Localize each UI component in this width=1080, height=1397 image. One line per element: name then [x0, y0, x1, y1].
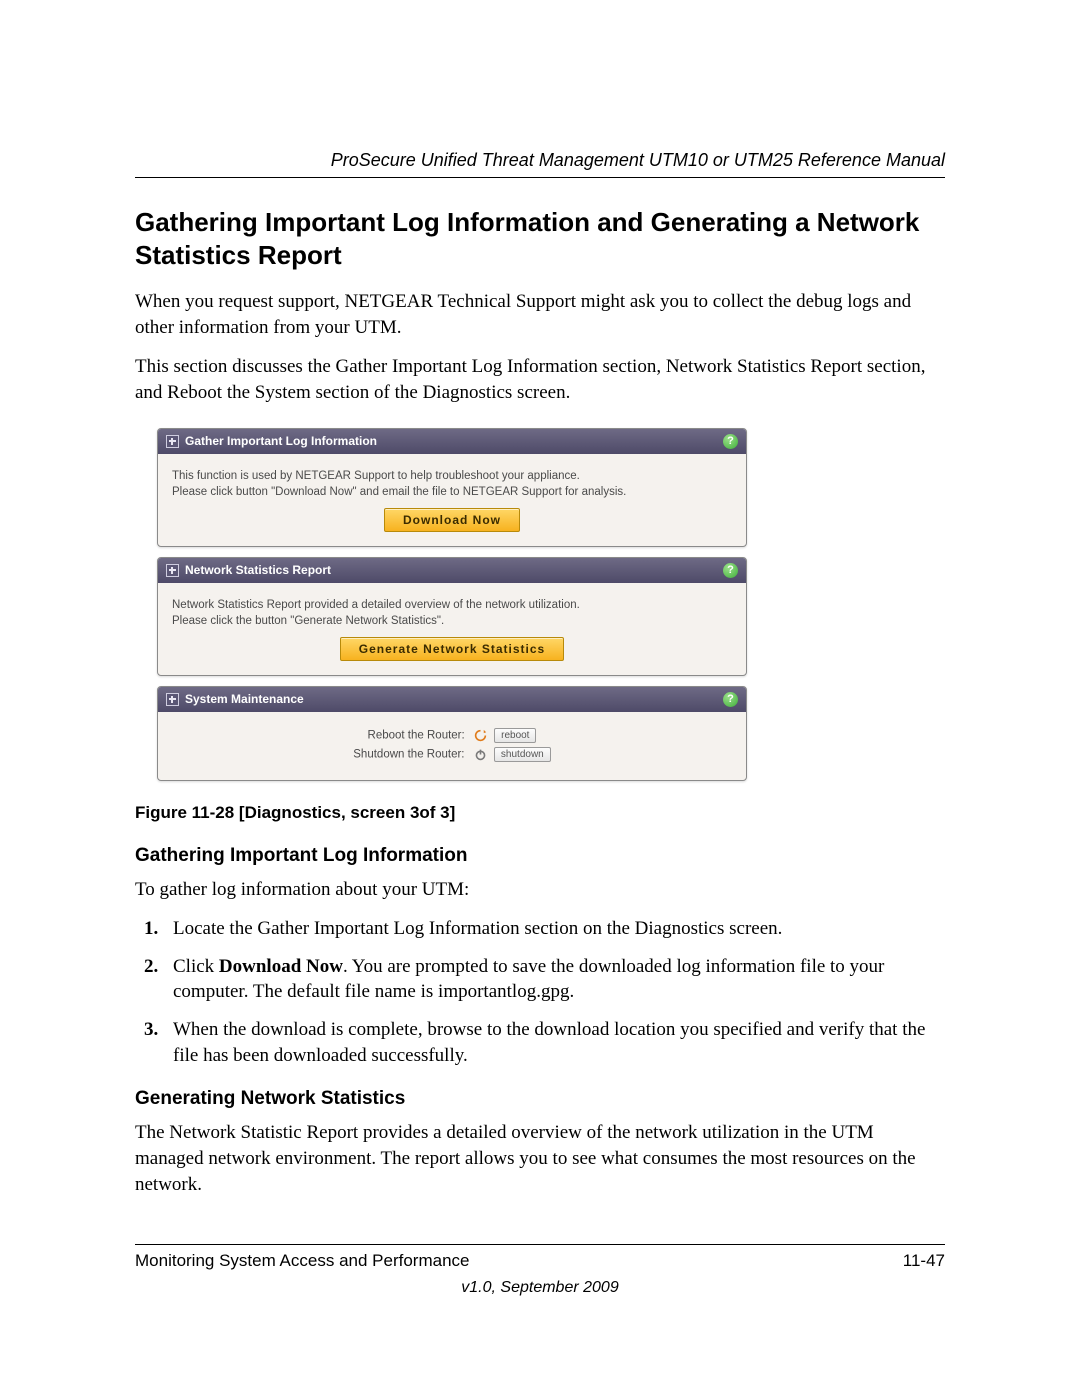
- help-icon[interactable]: ?: [723, 563, 738, 578]
- section-paragraph: The Network Statistic Report provides a …: [135, 1120, 945, 1197]
- list-item: When the download is complete, browse to…: [163, 1017, 945, 1068]
- gather-log-panel-header[interactable]: Gather Important Log Information ?: [158, 429, 746, 454]
- network-stats-panel-body: Network Statistics Report provided a det…: [158, 583, 746, 675]
- shutdown-button[interactable]: shutdown: [494, 747, 551, 762]
- page-footer: Monitoring System Access and Performance…: [135, 1244, 945, 1297]
- download-now-button[interactable]: Download Now: [384, 508, 520, 532]
- expand-icon[interactable]: [166, 564, 179, 577]
- system-maintenance-panel: System Maintenance ? Reboot the Router: …: [157, 686, 747, 781]
- intro-paragraph-2: This section discusses the Gather Import…: [135, 354, 945, 405]
- panel-text: This function is used by NETGEAR Support…: [172, 470, 732, 482]
- gather-log-panel-body: This function is used by NETGEAR Support…: [158, 454, 746, 546]
- running-header: ProSecure Unified Threat Management UTM1…: [135, 150, 945, 178]
- help-icon[interactable]: ?: [723, 434, 738, 449]
- panel-text: Please click the button "Generate Networ…: [172, 615, 732, 627]
- gather-log-steps: Locate the Gather Important Log Informat…: [135, 916, 945, 1068]
- footer-version: v1.0, September 2009: [135, 1279, 945, 1297]
- document-page: ProSecure Unified Threat Management UTM1…: [0, 0, 1080, 1397]
- panel-title: Network Statistics Report: [185, 563, 331, 577]
- page-title: Gathering Important Log Information and …: [135, 206, 945, 271]
- section-heading-net-stats: Generating Network Statistics: [135, 1088, 945, 1110]
- help-icon[interactable]: ?: [723, 692, 738, 707]
- list-item: Click Download Now. You are prompted to …: [163, 954, 945, 1005]
- panel-title: Gather Important Log Information: [185, 434, 377, 448]
- section-heading-gather-log: Gathering Important Log Information: [135, 845, 945, 867]
- gather-log-panel: Gather Important Log Information ? This …: [157, 428, 747, 547]
- reboot-icon: [474, 729, 487, 742]
- list-item: Locate the Gather Important Log Informat…: [163, 916, 945, 942]
- figure-caption: Figure 11-28 [Diagnostics, screen 3of 3]: [135, 803, 945, 823]
- network-stats-panel-header[interactable]: Network Statistics Report ?: [158, 558, 746, 583]
- system-maintenance-panel-body: Reboot the Router: reboot Shutdown the R…: [158, 712, 746, 780]
- reboot-button[interactable]: reboot: [494, 728, 536, 743]
- expand-icon[interactable]: [166, 693, 179, 706]
- shutdown-label: Shutdown the Router:: [353, 748, 464, 760]
- reboot-label: Reboot the Router:: [368, 729, 465, 741]
- footer-page-number: 11-47: [903, 1251, 945, 1271]
- panel-title: System Maintenance: [185, 692, 304, 706]
- generate-stats-button[interactable]: Generate Network Statistics: [340, 637, 564, 661]
- step-text: Click: [173, 956, 219, 977]
- intro-paragraph-1: When you request support, NETGEAR Techni…: [135, 289, 945, 340]
- step-bold: Download Now: [219, 956, 343, 977]
- expand-icon[interactable]: [166, 435, 179, 448]
- network-stats-panel: Network Statistics Report ? Network Stat…: [157, 557, 747, 676]
- system-maintenance-panel-header[interactable]: System Maintenance ?: [158, 687, 746, 712]
- panel-text: Network Statistics Report provided a det…: [172, 599, 732, 611]
- section-lead: To gather log information about your UTM…: [135, 877, 945, 903]
- diagnostics-figure: Gather Important Log Information ? This …: [157, 428, 747, 781]
- footer-chapter: Monitoring System Access and Performance: [135, 1251, 469, 1271]
- power-icon: [474, 748, 487, 761]
- panel-text: Please click button "Download Now" and e…: [172, 486, 732, 498]
